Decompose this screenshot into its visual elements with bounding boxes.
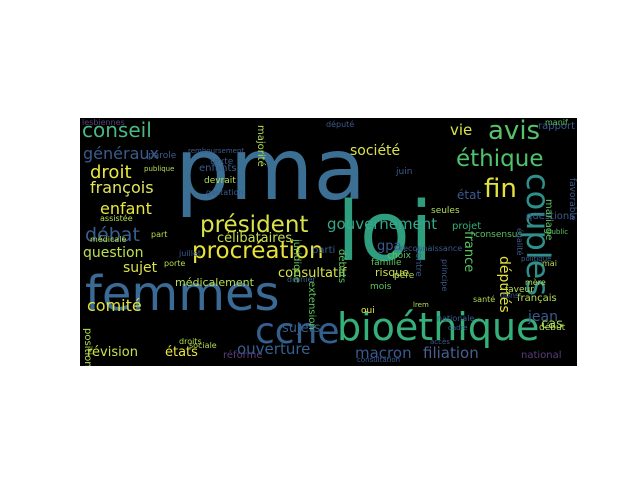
cloud-word: pma — [175, 120, 367, 220]
cloud-word: cadre — [448, 324, 468, 332]
cloud-word: favorable — [567, 178, 577, 221]
cloud-word: santé — [473, 295, 496, 304]
cloud-word: loi — [337, 185, 433, 280]
cloud-word: politique — [521, 255, 552, 263]
cloud-word: consultatif — [278, 266, 347, 281]
cloud-word: ccne — [255, 311, 340, 352]
cloud-word: parole — [148, 151, 177, 161]
cloud-word: dons — [500, 291, 520, 300]
cloud-word: faveur — [505, 285, 534, 295]
cloud-word: porte — [164, 259, 186, 268]
cloud-word: avis — [488, 118, 541, 146]
cloud-word: choix — [387, 251, 411, 261]
cloud-word: macron — [355, 344, 412, 362]
cloud-word: texte — [210, 157, 234, 167]
cloud-word: réforme — [223, 350, 263, 361]
cloud-word: lesbiennes — [82, 118, 125, 127]
cloud-word: conseil — [82, 118, 152, 142]
cloud-word: part — [151, 230, 168, 239]
cloud-word: gpa — [377, 239, 402, 254]
cloud-word: consensus — [475, 230, 523, 240]
cloud-word: national — [521, 350, 562, 361]
word-cloud: pma loi femmes bioéthique couples ccne procréa… — [80, 118, 577, 366]
cloud-word: enfants — [199, 163, 237, 174]
cloud-word: état — [457, 188, 482, 202]
cloud-word: célibataires — [217, 231, 293, 246]
cloud-word: assistée — [100, 214, 133, 223]
cloud-word: juillet — [179, 249, 202, 258]
cloud-word: députés — [496, 256, 512, 313]
cloud-word: député — [326, 120, 355, 129]
cloud-word: rapport — [538, 121, 576, 132]
cloud-word: procréation — [192, 238, 324, 264]
cloud-word: projet — [452, 221, 482, 232]
cloud-word: principe — [440, 259, 449, 292]
cloud-word: position — [82, 328, 93, 366]
cloud-word: comité — [87, 296, 142, 315]
cloud-word: reconnaissance — [400, 244, 463, 253]
cloud-word: contre — [413, 248, 423, 277]
cloud-word: manif — [545, 118, 568, 127]
cloud-word: femmes — [85, 266, 280, 322]
cloud-word: enfant — [100, 199, 152, 218]
cloud-word: cas — [541, 317, 563, 332]
cloud-word: débat — [85, 224, 140, 246]
cloud-word: seules — [431, 206, 460, 216]
cloud-word: france — [461, 231, 476, 273]
cloud-word: mai — [542, 259, 557, 268]
cloud-word: majorité — [255, 125, 266, 167]
cloud-word: risque — [375, 266, 410, 279]
cloud-word: accès — [430, 338, 450, 346]
cloud-word: médicalement — [175, 276, 254, 289]
cloud-word: gouvernement — [327, 215, 438, 233]
cloud-word: questions — [526, 211, 575, 222]
cloud-word: droits — [179, 337, 202, 346]
cloud-word: juridique — [291, 239, 302, 283]
cloud-word: lrem — [413, 301, 429, 309]
cloud-word: question — [83, 245, 144, 261]
cloud-word: médicale — [90, 235, 127, 244]
cloud-word: éthique — [456, 146, 544, 172]
cloud-word: filiation — [423, 344, 479, 362]
cloud-word: dernier — [287, 275, 316, 284]
cloud-word: sujets — [282, 321, 321, 336]
cloud-word: père — [394, 271, 415, 281]
cloud-word: sujet — [123, 260, 158, 276]
cloud-word: bioéthique — [337, 305, 540, 349]
cloud-word: sociale — [189, 341, 217, 350]
cloud-word: français — [517, 293, 557, 304]
cloud-word: consultation — [357, 356, 401, 364]
cloud-word: nationale — [437, 314, 475, 323]
cloud-word: public — [547, 228, 569, 236]
cloud-word: extension — [306, 281, 317, 330]
cloud-word: devrait — [204, 176, 236, 186]
cloud-word: famille — [371, 258, 402, 268]
cloud-word: oui — [361, 306, 375, 316]
cloud-word: généraux — [83, 144, 159, 163]
cloud-word: société — [350, 143, 401, 159]
cloud-word: vie — [450, 121, 473, 139]
cloud-word: président — [200, 212, 309, 238]
cloud-word: françois — [90, 178, 154, 197]
cloud-word: révision — [87, 345, 138, 360]
cloud-word: jean — [528, 309, 558, 325]
cloud-word: états — [165, 345, 198, 360]
cloud-word: remboursement — [188, 147, 245, 155]
cloud-word: couples — [519, 173, 557, 297]
cloud-word: publique — [144, 165, 175, 173]
cloud-word: mois — [370, 282, 392, 292]
cloud-word: mère — [525, 278, 546, 287]
cloud-word: débats — [336, 249, 347, 284]
cloud-word: juin — [396, 167, 413, 177]
cloud-word: égalité — [515, 228, 524, 256]
cloud-word: droit — [90, 162, 132, 183]
cloud-word: fin — [484, 174, 517, 204]
cloud-word: début — [539, 323, 566, 333]
cloud-word: gestation — [206, 188, 244, 197]
cloud-word: parti — [312, 245, 336, 256]
cloud-word: mariage — [543, 199, 554, 241]
cloud-word: ouverture — [237, 340, 311, 358]
